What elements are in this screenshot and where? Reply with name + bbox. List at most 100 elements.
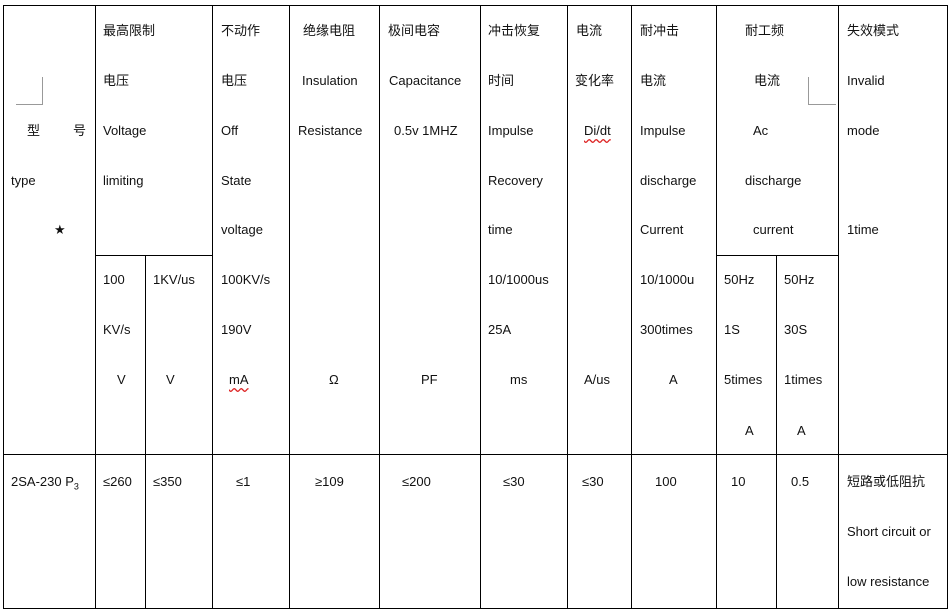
header-text: 10/1000u (640, 272, 695, 287)
header-unit: V (166, 372, 175, 387)
header-text: 190V (221, 322, 252, 337)
divider (776, 255, 777, 609)
header-unit: mA (229, 372, 249, 387)
header-text: voltage (221, 222, 263, 237)
divider (716, 5, 717, 609)
header-text: 冲击恢复 (488, 23, 541, 38)
divider (95, 255, 212, 256)
header-text: 100 (103, 272, 125, 287)
header-text: limiting (103, 173, 144, 188)
corner-mark (808, 77, 836, 105)
divider (716, 255, 838, 256)
cell-type-subscript: 3 (73, 481, 79, 492)
divider (631, 5, 632, 609)
header-text: 0.5v 1MHZ (394, 123, 458, 138)
header-text: Current (640, 222, 684, 237)
header-text: 10/1000us (488, 272, 549, 287)
header-text: 最高限制 (103, 23, 156, 38)
header-text: 30S (784, 322, 808, 337)
header-text: 耐工频 (745, 23, 785, 38)
header-unit: V (117, 372, 126, 387)
table-border-bottom (3, 608, 948, 609)
header-text: 变化率 (575, 73, 615, 88)
header-text: 耐冲击 (640, 23, 680, 38)
header-text: 电压 (221, 73, 248, 88)
cell-value: ≤200 (402, 474, 431, 489)
header-text: 25A (488, 322, 512, 337)
cell-value: 100 (655, 474, 677, 489)
header-unit: Ω (329, 372, 339, 387)
header-text: 1S (724, 322, 740, 337)
header-text: current (753, 222, 794, 237)
table-border-top (3, 5, 948, 6)
cell-value: ≤260 (103, 474, 132, 489)
cell-value: ≤350 (153, 474, 182, 489)
header-text: 绝缘电阻 (303, 23, 356, 38)
header-text: Recovery (488, 173, 543, 188)
header-text: Resistance (298, 123, 363, 138)
header-text: discharge (640, 173, 697, 188)
header-text: 100KV/s (221, 272, 271, 287)
cell-type: 2SA-230 P3 (11, 474, 79, 495)
cell-value: ≥109 (315, 474, 344, 489)
divider (212, 5, 213, 609)
header-text: 时间 (488, 73, 515, 88)
header-text: 电流 (576, 23, 603, 38)
header-text: State (221, 173, 252, 188)
header-text: time (488, 222, 513, 237)
header-text: Di/dt (584, 123, 611, 138)
divider (480, 5, 481, 609)
cell-value: 0.5 (791, 474, 810, 489)
header-text: 不动作 (221, 23, 261, 38)
header-unit: ms (510, 372, 528, 387)
table-border-right (947, 5, 948, 609)
divider (379, 5, 380, 609)
header-text: KV/s (103, 322, 131, 337)
header-unit: A/us (584, 372, 611, 387)
header-text: 5times (724, 372, 763, 387)
header-unit: A (797, 423, 806, 438)
header-text: Insulation (302, 73, 358, 88)
header-text: mode (847, 123, 880, 138)
star-icon: ★ (54, 222, 66, 237)
divider (145, 255, 146, 609)
header-text: 300times (640, 322, 693, 337)
header-text: 极间电容 (388, 23, 441, 38)
header-unit: A (745, 423, 754, 438)
header-text: 1KV/us (153, 272, 195, 287)
cell-value: Short circuit or (847, 524, 931, 539)
cell-value: ≤30 (503, 474, 525, 489)
header-text: 电流 (640, 73, 667, 88)
divider (838, 5, 839, 609)
header-text: Ac (753, 123, 769, 138)
cell-value: 10 (731, 474, 746, 489)
cell-value: ≤1 (236, 474, 251, 489)
header-text: Invalid (847, 73, 885, 88)
cell-value: 短路或低阻抗 (847, 474, 926, 489)
header-text: 50Hz (724, 272, 755, 287)
divider (95, 5, 96, 609)
divider (3, 454, 948, 455)
header-text: Impulse (488, 123, 534, 138)
header-text: Impulse (640, 123, 686, 138)
header-text: Off (221, 123, 239, 138)
header-text: 失效模式 (847, 23, 900, 38)
divider (3, 5, 4, 609)
cell-value: ≤30 (582, 474, 604, 489)
header-type-en: type (11, 173, 36, 188)
header-text: 1time (847, 222, 879, 237)
corner-mark (16, 77, 43, 105)
cell-value: low resistance (847, 574, 930, 589)
header-unit: A (669, 372, 678, 387)
header-text: 1times (784, 372, 823, 387)
header-type-zh1: 型 (27, 123, 41, 138)
divider (567, 5, 568, 609)
header-text: 电压 (103, 73, 130, 88)
cell-type-text: 2SA-230 P (11, 474, 74, 489)
header-text: Capacitance (389, 73, 462, 88)
header-text: 50Hz (784, 272, 815, 287)
header-unit: PF (421, 372, 438, 387)
divider (289, 5, 290, 609)
header-text: discharge (745, 173, 802, 188)
